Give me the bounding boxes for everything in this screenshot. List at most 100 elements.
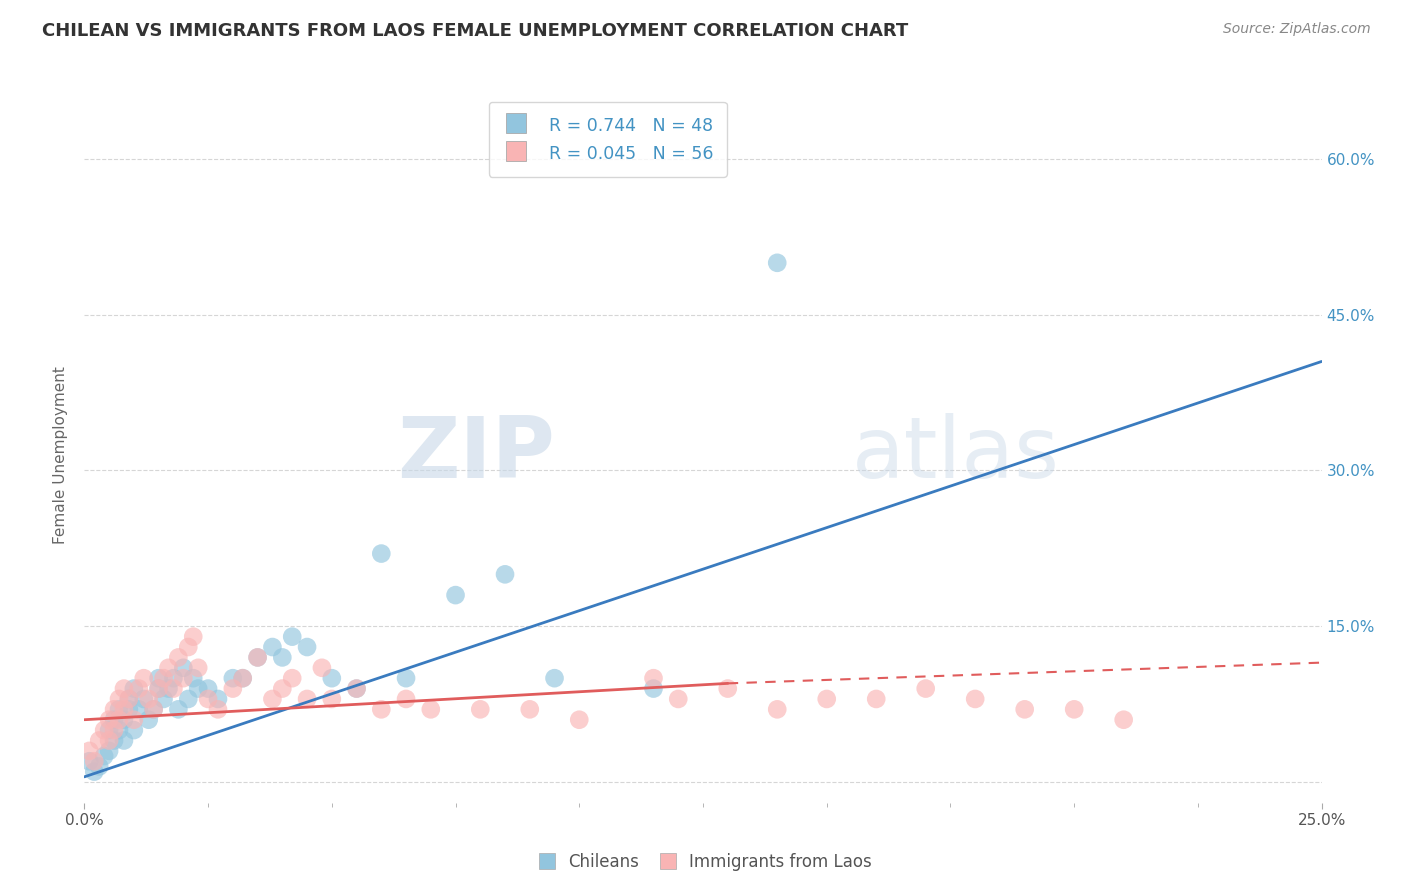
Point — [79, 754, 101, 768]
Point — [281, 630, 304, 644]
Point — [118, 702, 141, 716]
Point — [103, 723, 125, 738]
Point — [666, 692, 689, 706]
Y-axis label: Female Unemployment: Female Unemployment — [53, 366, 69, 544]
Point — [157, 681, 180, 696]
Point — [395, 692, 418, 706]
Point — [108, 713, 131, 727]
Point — [167, 650, 190, 665]
Point — [766, 702, 789, 716]
Point — [128, 702, 150, 716]
Point — [197, 681, 219, 696]
Point — [370, 702, 392, 716]
Point — [83, 754, 105, 768]
Point — [1112, 713, 1135, 727]
Point — [138, 713, 160, 727]
Point — [132, 671, 155, 685]
Point — [222, 681, 245, 696]
Point — [568, 713, 591, 727]
Text: CHILEAN VS IMMIGRANTS FROM LAOS FEMALE UNEMPLOYMENT CORRELATION CHART: CHILEAN VS IMMIGRANTS FROM LAOS FEMALE U… — [42, 22, 908, 40]
Point — [321, 671, 343, 685]
Point — [79, 744, 101, 758]
Point — [395, 671, 418, 685]
Point — [103, 713, 125, 727]
Point — [865, 692, 887, 706]
Point — [152, 692, 174, 706]
Point — [122, 723, 145, 738]
Point — [187, 661, 209, 675]
Point — [643, 681, 665, 696]
Point — [112, 733, 135, 747]
Point — [112, 681, 135, 696]
Point — [167, 702, 190, 716]
Point — [519, 702, 541, 716]
Point — [162, 681, 184, 696]
Point — [271, 650, 294, 665]
Point — [271, 681, 294, 696]
Point — [83, 764, 105, 779]
Point — [232, 671, 254, 685]
Point — [148, 681, 170, 696]
Point — [419, 702, 441, 716]
Point — [470, 702, 492, 716]
Point — [98, 713, 121, 727]
Point — [543, 671, 565, 685]
Point — [142, 702, 165, 716]
Point — [177, 640, 200, 654]
Point — [148, 671, 170, 685]
Point — [132, 692, 155, 706]
Point — [177, 692, 200, 706]
Point — [108, 723, 131, 738]
Point — [103, 702, 125, 716]
Point — [172, 671, 194, 685]
Point — [346, 681, 368, 696]
Point — [346, 681, 368, 696]
Point — [643, 671, 665, 685]
Point — [138, 692, 160, 706]
Point — [1014, 702, 1036, 716]
Point — [965, 692, 987, 706]
Text: ZIP: ZIP — [396, 413, 554, 497]
Point — [98, 744, 121, 758]
Point — [122, 681, 145, 696]
Point — [118, 692, 141, 706]
Point — [181, 630, 204, 644]
Point — [98, 723, 121, 738]
Legend: Chileans, Immigrants from Laos: Chileans, Immigrants from Laos — [527, 847, 879, 878]
Point — [162, 671, 184, 685]
Point — [122, 713, 145, 727]
Point — [152, 671, 174, 685]
Point — [370, 547, 392, 561]
Point — [118, 692, 141, 706]
Point — [157, 661, 180, 675]
Point — [103, 733, 125, 747]
Point — [197, 692, 219, 706]
Point — [311, 661, 333, 675]
Point — [93, 749, 115, 764]
Point — [112, 702, 135, 716]
Point — [295, 692, 318, 706]
Point — [112, 713, 135, 727]
Point — [494, 567, 516, 582]
Point — [815, 692, 838, 706]
Point — [89, 733, 111, 747]
Point — [181, 671, 204, 685]
Point — [1063, 702, 1085, 716]
Point — [262, 692, 284, 706]
Point — [717, 681, 740, 696]
Point — [246, 650, 269, 665]
Point — [207, 692, 229, 706]
Point — [262, 640, 284, 654]
Point — [246, 650, 269, 665]
Point — [89, 759, 111, 773]
Point — [232, 671, 254, 685]
Point — [142, 702, 165, 716]
Point — [93, 723, 115, 738]
Point — [281, 671, 304, 685]
Point — [222, 671, 245, 685]
Text: Source: ZipAtlas.com: Source: ZipAtlas.com — [1223, 22, 1371, 37]
Point — [295, 640, 318, 654]
Point — [444, 588, 467, 602]
Point — [108, 702, 131, 716]
Point — [914, 681, 936, 696]
